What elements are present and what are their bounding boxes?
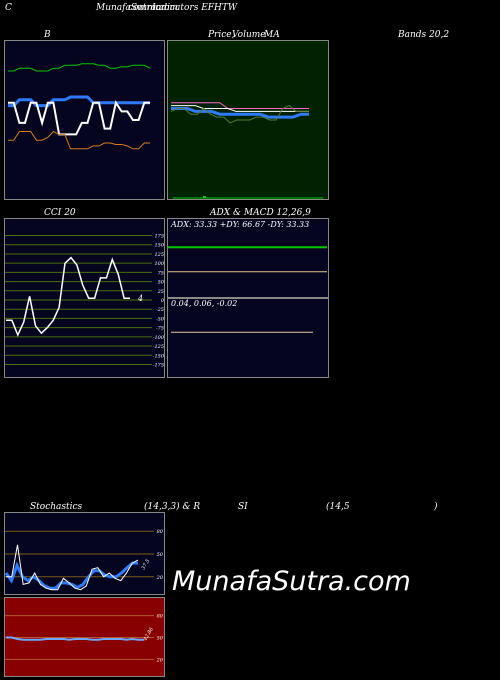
title-ma: MA: [264, 30, 280, 40]
cci-tick-label: -75: [156, 326, 164, 332]
title-bands: Bands 20,2: [398, 30, 450, 40]
stoch-k-line: [6, 544, 139, 591]
title-price: Price,: [208, 30, 235, 40]
ma-short-line: [171, 102, 309, 109]
cci-tick-label: 175: [154, 234, 164, 240]
header-overlap: common: [128, 3, 167, 13]
stoch-tick-label: 50: [157, 552, 164, 558]
header-indicators: Indicators EFHTW: [152, 3, 238, 13]
cci-tick-label: -175: [153, 362, 164, 368]
header-site: MunafaSutra.com: [96, 3, 178, 13]
cci-chart: 175 150 125 100 75 50 25 0 -25 -50 -75 -100 -125 -150…: [4, 218, 165, 378]
title-adx: ADX & MACD 12,26,9: [210, 208, 311, 218]
stoch-value-label: 37.5: [141, 558, 152, 571]
price-line: [170, 105, 309, 124]
adx-readout: ADX: 33.33 +DY: 66.67 -DY: 33.33: [170, 220, 309, 229]
macd-readout: 0.04, 0.06, -0.02: [171, 299, 237, 308]
cci-tick-label: -150: [153, 353, 165, 359]
cci-line: [6, 256, 130, 337]
cci-tick-label: 75: [158, 270, 164, 276]
cci-tick-label: -100: [153, 335, 165, 341]
panel-background: [4, 40, 165, 200]
watermark: MunafaSutra.com: [172, 566, 411, 597]
title-volume: Volume: [232, 30, 266, 40]
stoch-tick-label: 80: [157, 529, 164, 535]
cci-tick-label: 50: [158, 280, 165, 286]
lower-band-line: [8, 130, 150, 150]
cci-tick-label: -50: [156, 316, 165, 322]
volume-bar: [203, 196, 206, 198]
adx-chart: ADX: 33.33 +DY: 66.67 -DY: 33.33: [167, 218, 329, 298]
title-stoch: Stochastics: [30, 502, 83, 512]
cci-tick-label: 125: [154, 252, 164, 258]
cci-tick-label: 150: [154, 243, 164, 249]
rsi-line: [6, 636, 144, 641]
title-rsi-close: ): [434, 502, 438, 512]
panel-background: [167, 298, 329, 378]
cci-tick-label: -25: [156, 307, 164, 313]
cci-annotation: 4: [137, 294, 143, 303]
title-b: B: [44, 30, 51, 40]
title-cci: CCI 20: [44, 208, 76, 218]
middle-band-line: [8, 95, 150, 108]
rsi-tick-label: 80: [157, 614, 164, 620]
stoch-tick-label: 20: [156, 575, 164, 581]
ma-mid-line: [171, 105, 309, 112]
rsi-tick-label: 50: [157, 636, 164, 642]
price-ma-chart: [167, 40, 329, 200]
title-rsi-params: (14,5: [326, 502, 350, 512]
stochastics-chart: 80 50 20 37.5: [4, 512, 165, 595]
macd-chart: 0.04, 0.06, -0.02: [167, 298, 329, 378]
stoch-d-line: [4, 561, 138, 590]
ma-long-line: [171, 107, 309, 119]
cci-tick-label: -125: [153, 344, 164, 350]
panel-background: [167, 218, 329, 298]
cci-tick-label: 100: [154, 261, 164, 267]
cci-tick-label: 25: [157, 289, 164, 295]
bollinger-chart: [4, 40, 165, 200]
upper-band-line: [8, 63, 151, 72]
header-c: C: [5, 3, 12, 13]
price-line: [8, 100, 150, 136]
title-si: SI: [238, 502, 248, 512]
title-stoch-params: (14,3,3) & R: [144, 502, 201, 512]
rsi-tick-label: 20: [156, 657, 164, 663]
cci-tick-label: 0: [161, 298, 165, 304]
